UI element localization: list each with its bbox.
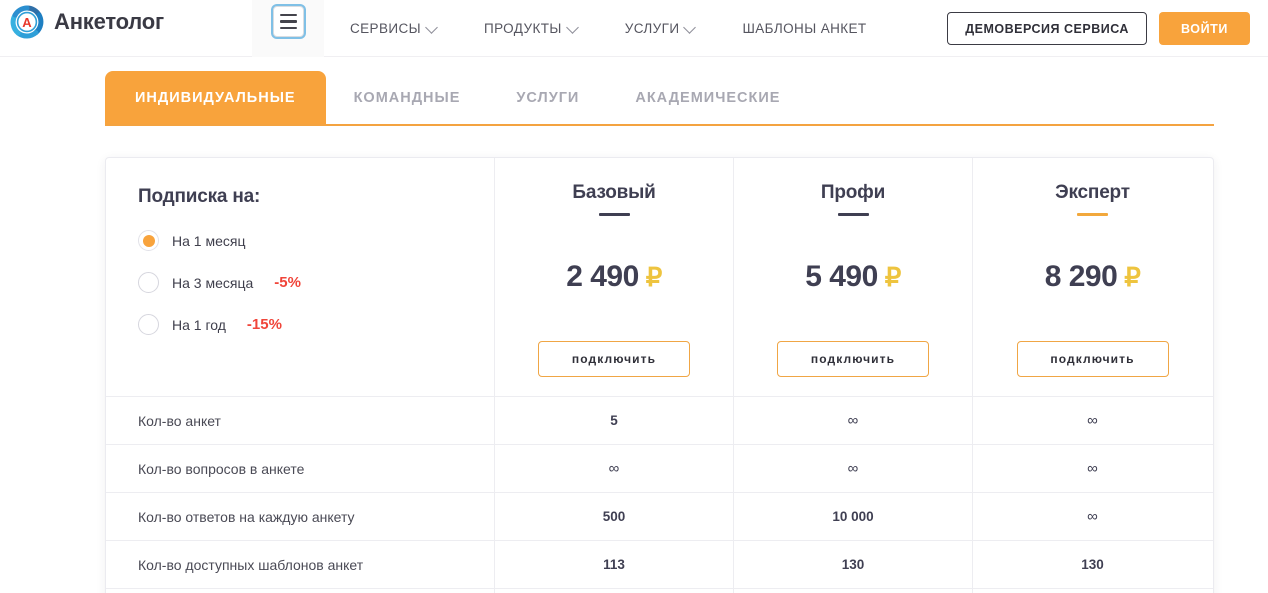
plan-category-tabs: ИНДИВИДУАЛЬНЫЕ КОМАНДНЫЕ УСЛУГИ АКАДЕМИЧ…: [105, 71, 1214, 126]
nav-item-uslugi[interactable]: УСЛУГИ: [624, 21, 697, 36]
feature-value-basic: 113: [495, 541, 734, 588]
login-button[interactable]: ВОЙТИ: [1158, 12, 1250, 45]
plan-price: 5 490 ₽: [805, 260, 901, 294]
feature-value-expert: ∞: [1087, 460, 1098, 477]
nav-item-templates[interactable]: ШАБЛОНЫ АНКЕТ: [742, 21, 866, 36]
discount-badge: -5%: [274, 274, 301, 291]
demo-version-button[interactable]: ДЕМОВЕРСИЯ СЕРВИСА: [947, 12, 1147, 45]
radio-icon-selected[interactable]: [138, 230, 159, 251]
plan-underline: [598, 213, 630, 216]
table-row: Кол-во ответов на каждую анкету 500 10 0…: [106, 493, 1213, 541]
site-header: A Анкетолог СЕРВИСЫ ПРОДУКТЫ УСЛУГИ: [0, 0, 1268, 57]
plan-column-expert: Эксперт 8 290 ₽ подключить: [973, 158, 1212, 396]
nav-label: ШАБЛОНЫ АНКЕТ: [742, 21, 867, 36]
table-row-partial: [106, 589, 1213, 593]
feature-value-expert: ∞: [1087, 508, 1098, 525]
feature-value-profi: ∞: [734, 397, 973, 444]
feature-value-expert: [973, 589, 1212, 593]
ruble-icon: ₽: [645, 262, 663, 292]
period-label: На 1 месяц: [172, 232, 246, 249]
nav-label: УСЛУГИ: [624, 21, 680, 36]
period-option-1-year[interactable]: На 1 год -15%: [138, 314, 494, 335]
feature-label: Кол-во доступных шаблонов анкет: [106, 541, 495, 588]
table-row: Кол-во вопросов в анкете ∞ ∞ ∞: [106, 445, 1213, 493]
feature-label: Кол-во вопросов в анкете: [106, 445, 495, 492]
ruble-icon: ₽: [1124, 262, 1141, 292]
pricing-card: Подписка на: На 1 месяц На 3 месяца -5% …: [105, 157, 1214, 593]
feature-value-expert: ∞: [1087, 412, 1098, 429]
discount-badge: -15%: [246, 316, 282, 333]
table-row: Кол-во анкет 5 ∞ ∞: [106, 397, 1213, 445]
main-navigation: СЕРВИСЫ ПРОДУКТЫ УСЛУГИ ШАБЛОНЫ АНКЕТ: [350, 0, 867, 57]
svg-text:A: A: [22, 15, 32, 30]
tab-individual[interactable]: ИНДИВИДУАЛЬНЫЕ: [105, 71, 326, 125]
hamburger-bar: [280, 26, 297, 30]
nav-label: ПРОДУКТЫ: [483, 21, 562, 36]
period-label: На 3 месяца: [172, 274, 254, 291]
plan-name: Эксперт: [1055, 182, 1130, 203]
plan-price-value: 8 290: [1044, 260, 1118, 293]
hamburger-bar: [280, 20, 297, 23]
plan-name: Базовый: [572, 182, 656, 203]
plan-price: 8 290 ₽: [1045, 260, 1141, 294]
tab-team[interactable]: КОМАНДНЫЕ: [353, 90, 461, 106]
plan-underline: [837, 213, 869, 216]
nav-item-services[interactable]: СЕРВИСЫ: [350, 21, 438, 36]
plan-name: Профи: [820, 182, 886, 203]
subscription-period-selector: Подписка на: На 1 месяц На 3 месяца -5% …: [106, 158, 495, 396]
nav-label: СЕРВИСЫ: [350, 21, 421, 36]
hamburger-bar: [280, 13, 297, 17]
period-option-1-month[interactable]: На 1 месяц: [138, 230, 494, 251]
feature-value-profi: 130: [734, 541, 973, 588]
connect-button-expert[interactable]: подключить: [1016, 341, 1169, 377]
feature-value-profi: [734, 589, 973, 593]
ruble-icon: ₽: [884, 262, 902, 292]
plan-price-value: 5 490: [805, 260, 878, 293]
feature-value-profi: 10 000: [734, 493, 973, 540]
connect-button-profi[interactable]: подключить: [777, 341, 929, 377]
feature-label: [106, 589, 495, 593]
feature-value-expert: 130: [1081, 557, 1104, 572]
chevron-down-icon: [565, 21, 579, 34]
plan-column-basic: Базовый 2 490 ₽ подключить: [495, 158, 734, 396]
logo[interactable]: A Анкетолог: [10, 5, 164, 39]
plan-underline: [1077, 213, 1108, 216]
feature-value-profi: ∞: [734, 445, 973, 492]
plan-column-profi: Профи 5 490 ₽ подключить: [734, 158, 973, 396]
tab-services[interactable]: УСЛУГИ: [516, 90, 580, 106]
nav-item-products[interactable]: ПРОДУКТЫ: [483, 21, 579, 36]
chevron-down-icon: [425, 21, 438, 34]
plan-price-value: 2 490: [566, 260, 639, 293]
tab-academic[interactable]: АКАДЕМИЧЕСКИЕ: [635, 90, 781, 106]
chevron-down-icon: [683, 21, 697, 34]
header-actions: ДЕМОВЕРСИЯ СЕРВИСА ВОЙТИ: [947, 0, 1250, 57]
radio-icon[interactable]: [138, 272, 159, 293]
feature-value-basic: [495, 589, 734, 593]
period-option-3-months[interactable]: На 3 месяца -5%: [138, 272, 494, 293]
table-row: Кол-во доступных шаблонов анкет 113 130 …: [106, 541, 1213, 589]
anketolog-circle-a-logo-icon: A: [10, 5, 44, 39]
feature-label: Кол-во анкет: [106, 397, 495, 444]
feature-value-basic: 500: [495, 493, 734, 540]
logo-text: Анкетолог: [54, 9, 164, 34]
feature-value-basic: ∞: [495, 445, 734, 492]
pricing-card-header: Подписка на: На 1 месяц На 3 месяца -5% …: [106, 158, 1213, 397]
connect-button-basic[interactable]: подключить: [538, 341, 690, 377]
feature-value-basic: 5: [495, 397, 734, 444]
feature-label: Кол-во ответов на каждую анкету: [106, 493, 495, 540]
radio-icon[interactable]: [138, 314, 159, 335]
hamburger-menu-icon[interactable]: [273, 6, 304, 37]
tabs-underline: [105, 124, 1214, 126]
plan-price: 2 490 ₽: [566, 260, 662, 294]
subscription-title: Подписка на:: [138, 186, 261, 207]
period-label: На 1 год: [172, 316, 226, 333]
